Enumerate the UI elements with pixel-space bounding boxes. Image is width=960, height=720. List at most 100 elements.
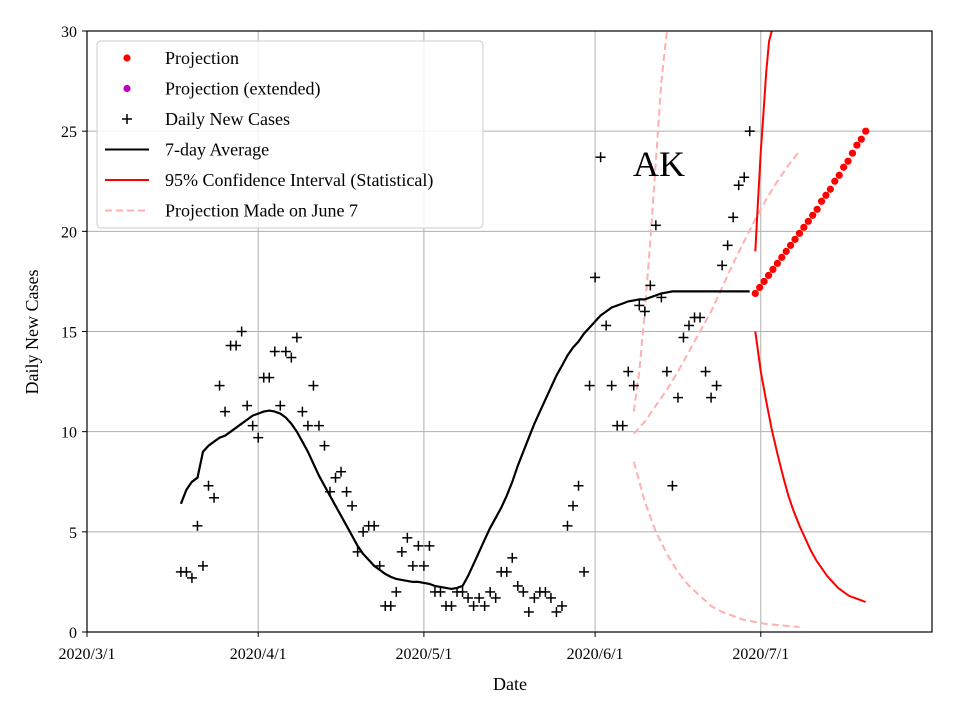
- daily-case-marker: [584, 380, 595, 391]
- daily-case-marker: [275, 400, 286, 411]
- daily-case-marker: [739, 172, 750, 183]
- daily-case-marker: [540, 586, 551, 597]
- projection-point: [795, 229, 804, 237]
- ci-lower-line: [754, 331, 867, 603]
- daily-case-marker: [446, 600, 457, 611]
- daily-case-marker: [722, 240, 733, 251]
- daily-case-marker: [214, 380, 225, 391]
- daily-case-marker: [308, 380, 319, 391]
- legend-label: Projection Made on June 7: [165, 201, 358, 221]
- state-label: AK: [633, 144, 685, 184]
- projection-point: [791, 235, 799, 243]
- daily-case-marker: [402, 532, 413, 543]
- daily-case-marker: [330, 472, 341, 483]
- daily-case-marker: [628, 380, 639, 391]
- daily-case-marker: [197, 560, 208, 571]
- x-tick-label: 2020/4/1: [230, 646, 287, 663]
- projection-point: [822, 191, 830, 199]
- y-tick-label: 10: [61, 425, 77, 442]
- daily-case-marker: [269, 346, 280, 357]
- projection-point: [764, 271, 773, 280]
- daily-case-marker: [485, 586, 496, 597]
- daily-case-marker: [700, 366, 711, 377]
- daily-case-marker: [236, 326, 247, 337]
- legend-item-daily: Daily New Cases: [122, 109, 290, 129]
- daily-case-marker: [192, 520, 203, 531]
- projection-point: [809, 211, 817, 219]
- legend-item-june7: Projection Made on June 7: [105, 201, 358, 221]
- daily-case-marker: [220, 406, 231, 417]
- daily-case-marker: [623, 366, 634, 377]
- legend-item-avg: 7-day Average: [105, 140, 269, 160]
- daily-case-marker: [341, 486, 352, 497]
- projection-point: [835, 171, 843, 179]
- daily-case-marker: [264, 372, 275, 383]
- legend-marker: [123, 54, 131, 62]
- daily-case-marker: [634, 300, 645, 311]
- daily-case-marker: [683, 320, 694, 331]
- y-tick-label: 15: [61, 325, 77, 342]
- daily-case-marker: [374, 560, 385, 571]
- daily-case-marker: [667, 480, 678, 491]
- projection-point: [831, 177, 839, 185]
- y-tick-label: 20: [61, 224, 77, 241]
- daily-case-marker: [579, 566, 590, 577]
- daily-case-marker: [457, 586, 468, 597]
- daily-case-marker: [313, 420, 324, 431]
- daily-case-marker: [253, 432, 264, 443]
- projection-point: [769, 265, 777, 273]
- projection-point: [773, 259, 781, 267]
- daily-case-marker: [479, 600, 490, 611]
- legend: Projection Projection (extended) Daily New…: [96, 40, 484, 229]
- daily-case-marker: [247, 420, 258, 431]
- daily-case-marker: [656, 292, 667, 303]
- projection-point: [778, 253, 786, 261]
- daily-case-marker: [336, 466, 347, 477]
- daily-case-marker: [358, 526, 369, 537]
- daily-case-marker: [728, 212, 739, 223]
- june7-middle-line: [633, 150, 801, 435]
- legend-item-projection-ext: Projection (extended): [123, 79, 320, 100]
- x-tick-label: 2020/6/1: [567, 646, 624, 663]
- daily-case-marker: [617, 420, 628, 431]
- projection-point: [853, 141, 861, 149]
- y-tick-label: 0: [69, 625, 77, 642]
- daily-case-marker: [733, 180, 744, 191]
- daily-case-marker: [286, 352, 297, 363]
- legend-label: Projection (extended): [165, 79, 320, 100]
- daily-case-marker: [468, 600, 479, 611]
- daily-case-marker: [181, 566, 192, 577]
- projection-point: [804, 217, 812, 225]
- daily-case-marker: [418, 560, 429, 571]
- daily-case-marker: [573, 480, 584, 491]
- daily-case-marker: [595, 152, 606, 163]
- daily-case-marker: [413, 540, 424, 551]
- daily-case-marker: [556, 600, 567, 611]
- daily-case-marker: [706, 392, 717, 403]
- daily-case-marker: [650, 220, 661, 231]
- legend-label: 95% Confidence Interval (Statistical): [165, 170, 433, 191]
- daily-case-marker: [385, 600, 396, 611]
- daily-case-marker: [568, 500, 579, 511]
- daily-case-marker: [396, 546, 407, 557]
- x-tick-label: 2020/7/1: [732, 646, 789, 663]
- projection-point: [862, 127, 870, 135]
- y-tick-label: 30: [61, 24, 77, 41]
- daily-case-marker: [529, 592, 540, 603]
- daily-case-marker: [424, 540, 435, 551]
- daily-case-marker: [590, 272, 601, 283]
- projection-point: [840, 163, 848, 171]
- axes: 2020/3/1 2020/4/1 2020/5/1 2020/6/1 2020/7/1…: [59, 24, 933, 663]
- projection-point: [848, 149, 857, 157]
- daily-case-marker: [463, 592, 474, 603]
- daily-case-marker: [325, 486, 336, 497]
- projection-point: [756, 283, 764, 292]
- seven-day-average-line: [179, 290, 750, 591]
- daily-case-marker: [672, 392, 683, 403]
- y-axis-label: Daily New Cases: [22, 270, 42, 395]
- daily-case-marker: [645, 280, 656, 291]
- daily-case-marker: [606, 380, 617, 391]
- daily-case-marker: [209, 492, 220, 503]
- daily-case-marker: [512, 580, 523, 591]
- daily-case-marker: [639, 306, 650, 317]
